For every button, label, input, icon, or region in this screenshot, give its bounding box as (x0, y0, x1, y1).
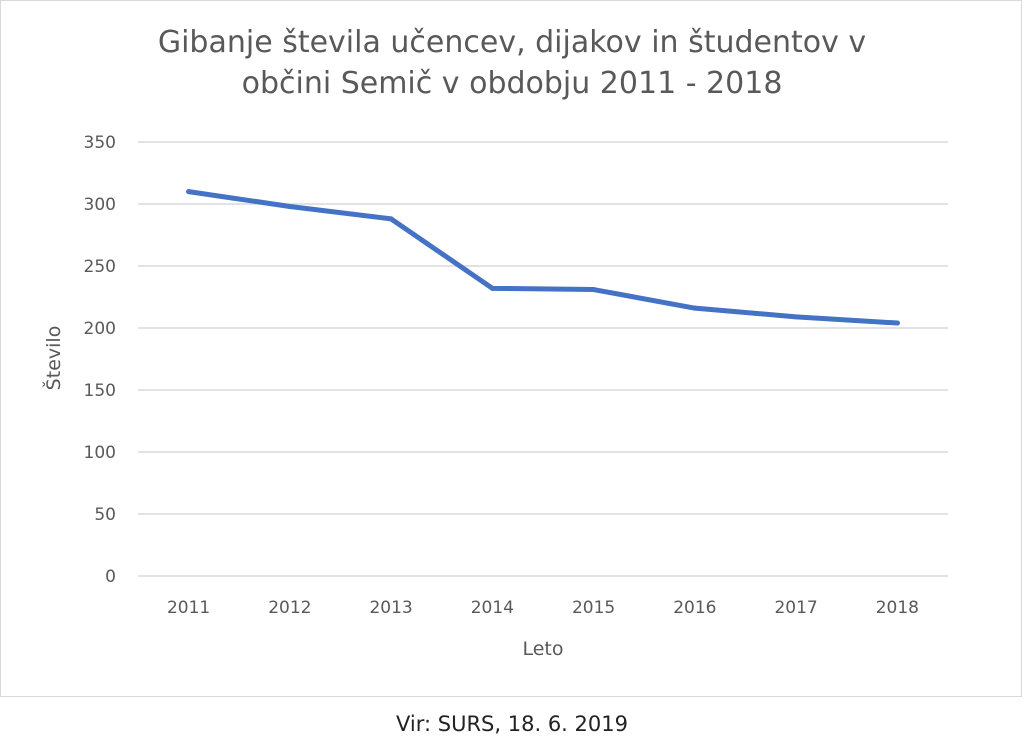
line-chart: Gibanje števila učencev, dijakov in štud… (41, 25, 948, 660)
source-caption: Vir: SURS, 18. 6. 2019 (396, 712, 628, 736)
x-tick-label: 2013 (369, 598, 412, 618)
x-tick-label: 2011 (167, 598, 210, 618)
y-axis-title: Število (41, 326, 65, 391)
x-tick-label: 2017 (774, 598, 817, 618)
series-line (186, 189, 900, 326)
series-group (186, 189, 900, 326)
chart-frame (0, 0, 1022, 697)
data-point (186, 189, 192, 195)
y-tick-label: 150 (84, 381, 116, 401)
y-tick-label: 0 (105, 567, 116, 587)
x-tick-label: 2018 (876, 598, 919, 618)
data-point (591, 287, 597, 293)
data-point (793, 314, 799, 320)
x-tick-label: 2012 (268, 598, 311, 618)
chart-title-line-1: Gibanje števila učencev, dijakov in štud… (158, 25, 866, 60)
data-point (287, 203, 293, 209)
y-tick-label: 200 (84, 319, 116, 339)
gridlines (138, 141, 948, 577)
data-point (489, 285, 495, 291)
data-point (388, 216, 394, 222)
y-tick-label: 50 (94, 505, 116, 525)
y-axis-ticks: 0 50 100 150 200 250 300 350 (84, 133, 116, 587)
x-tick-label: 2016 (673, 598, 716, 618)
y-tick-label: 250 (84, 257, 116, 277)
y-tick-label: 100 (84, 443, 116, 463)
data-point (894, 320, 900, 326)
y-tick-label: 300 (84, 195, 116, 215)
x-axis-title: Leto (522, 638, 563, 660)
y-tick-label: 350 (84, 133, 116, 153)
chart-title-line-2: občini Semič v obdobju 2011 - 2018 (242, 66, 783, 101)
data-point (692, 305, 698, 311)
x-tick-label: 2015 (572, 598, 615, 618)
x-axis-ticks: 2011 2012 2013 2014 2015 2016 2017 2018 (167, 598, 919, 618)
x-tick-label: 2014 (471, 598, 514, 618)
